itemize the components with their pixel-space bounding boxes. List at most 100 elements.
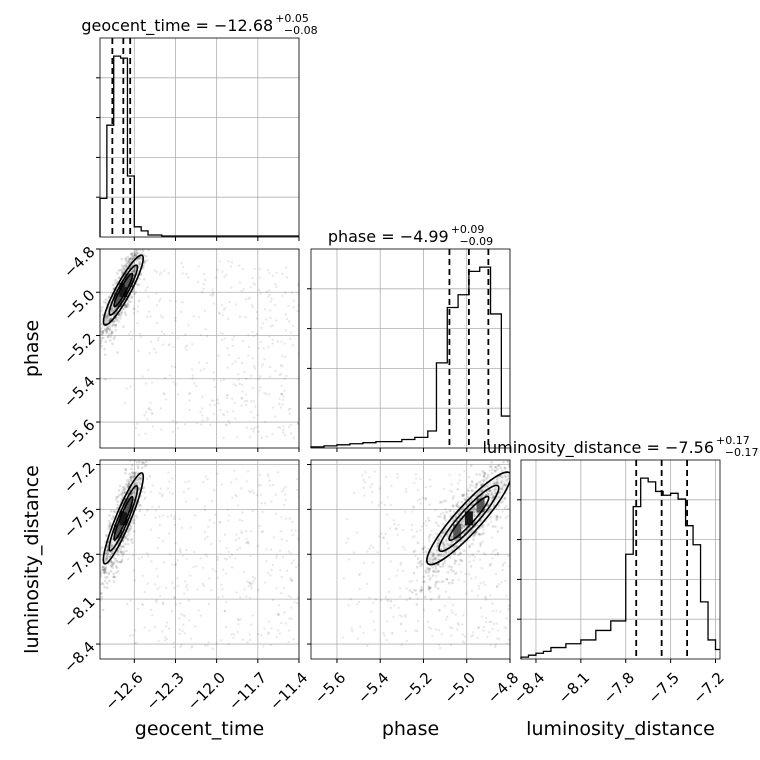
- sample-point: [488, 465, 492, 468]
- sample-point: [482, 629, 485, 632]
- sample-point: [458, 558, 462, 561]
- sample-point: [127, 482, 131, 486]
- sample-point: [238, 315, 242, 318]
- sample-point: [370, 482, 374, 486]
- sample-point: [413, 481, 416, 485]
- sample-point: [494, 487, 497, 490]
- sample-point: [112, 572, 115, 576]
- sample-point: [420, 588, 424, 592]
- sample-point: [220, 639, 223, 642]
- sample-point: [111, 331, 114, 334]
- sample-point: [113, 560, 116, 564]
- sample-point: [185, 344, 189, 347]
- sample-point: [171, 477, 174, 480]
- sample-point: [105, 329, 108, 332]
- sample-point: [133, 268, 137, 271]
- sample-point: [255, 317, 259, 320]
- sample-point: [411, 505, 415, 509]
- sample-point: [296, 422, 299, 425]
- sample-point: [431, 574, 435, 577]
- sample-point: [104, 557, 108, 561]
- sample-point: [109, 509, 113, 513]
- sample-point: [123, 487, 127, 491]
- sample-point: [490, 496, 494, 500]
- sample-point: [362, 486, 365, 489]
- sample-point: [129, 477, 132, 480]
- sample-point: [138, 509, 142, 512]
- sample-point: [223, 557, 227, 560]
- sample-point: [448, 489, 452, 492]
- sample-point: [481, 525, 485, 529]
- sample-point: [249, 582, 252, 585]
- sample-point: [120, 309, 123, 313]
- sample-point: [182, 592, 186, 595]
- sample-point: [260, 634, 263, 637]
- sample-point: [381, 536, 385, 539]
- sample-point: [456, 622, 459, 625]
- sample-point: [203, 508, 207, 512]
- sample-point: [451, 540, 454, 543]
- sample-point: [473, 514, 477, 517]
- sample-point: [436, 545, 439, 548]
- sample-point: [474, 531, 478, 535]
- sample-point: [492, 495, 495, 498]
- sample-point: [237, 623, 240, 626]
- sample-point: [104, 567, 107, 571]
- sample-point: [218, 520, 221, 524]
- sample-point: [267, 620, 271, 623]
- sample-point: [144, 254, 148, 258]
- sample-point: [362, 561, 366, 565]
- sample-point: [427, 519, 431, 523]
- sample-point: [161, 493, 164, 496]
- sample-point: [179, 549, 182, 553]
- sample-point: [195, 422, 199, 425]
- sample-point: [180, 526, 184, 530]
- sample-point: [490, 520, 493, 524]
- sample-point: [272, 406, 275, 409]
- sample-point: [103, 570, 107, 573]
- sample-point: [420, 588, 424, 592]
- sample-point: [267, 345, 270, 349]
- panel-frame: [520, 459, 721, 660]
- sample-point: [482, 528, 485, 531]
- sample-point: [102, 300, 106, 304]
- sample-point: [442, 530, 445, 534]
- sample-point: [158, 523, 161, 527]
- sample-point: [184, 580, 187, 583]
- sample-point: [182, 491, 186, 494]
- sample-point: [170, 609, 174, 613]
- sample-point: [378, 487, 381, 490]
- sample-point: [439, 554, 443, 557]
- sample-point: [129, 256, 133, 259]
- sample-point: [414, 589, 417, 592]
- sample-point: [100, 326, 103, 330]
- sample-point: [173, 518, 176, 521]
- sample-point: [504, 516, 507, 520]
- sample-point: [461, 494, 464, 498]
- sample-point: [105, 314, 109, 317]
- sample-point: [221, 568, 225, 571]
- sample-point: [248, 296, 252, 299]
- sample-point: [404, 548, 407, 551]
- sample-point: [106, 586, 109, 589]
- sample-point: [496, 552, 499, 555]
- sample-point: [124, 402, 127, 405]
- sample-point: [105, 329, 109, 333]
- sample-point: [107, 333, 111, 336]
- sample-point: [437, 643, 440, 647]
- sample-point: [471, 480, 474, 484]
- sample-point: [496, 530, 500, 533]
- sample-point: [240, 531, 243, 535]
- sample-point: [488, 564, 492, 567]
- sample-point: [363, 480, 367, 484]
- sample-point: [231, 496, 234, 499]
- sample-point: [129, 599, 132, 603]
- sample-point: [105, 554, 109, 557]
- sample-point: [424, 571, 428, 574]
- sample-point: [114, 328, 118, 332]
- sample-point: [199, 423, 203, 426]
- sample-point: [256, 544, 259, 548]
- sample-point: [433, 536, 436, 539]
- sample-point: [227, 550, 230, 554]
- sample-point: [108, 524, 112, 527]
